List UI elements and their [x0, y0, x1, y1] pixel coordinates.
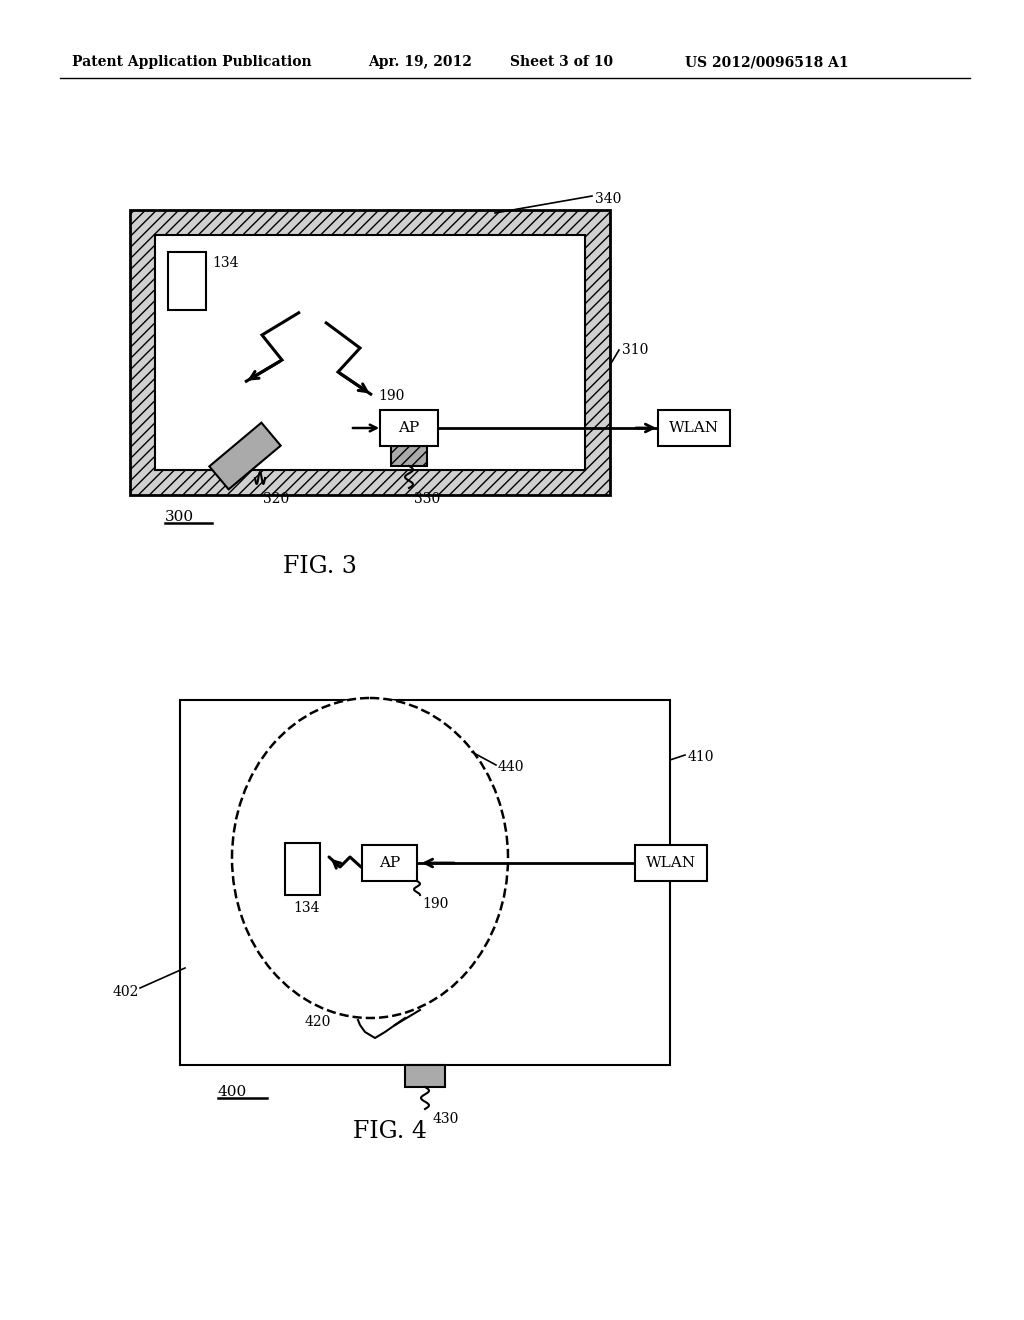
Text: 300: 300	[165, 510, 195, 524]
Text: 400: 400	[218, 1085, 247, 1100]
Text: 440: 440	[498, 760, 524, 774]
Text: AP: AP	[398, 421, 420, 436]
Text: FIG. 4: FIG. 4	[353, 1119, 427, 1143]
Bar	[362, 845, 417, 880]
Text: 402: 402	[113, 985, 139, 999]
Text: WLAN: WLAN	[646, 855, 696, 870]
Text: Apr. 19, 2012: Apr. 19, 2012	[368, 55, 472, 69]
Text: AP: AP	[379, 855, 400, 870]
Text: 330: 330	[414, 492, 440, 506]
Text: 134: 134	[212, 256, 239, 271]
Bar	[155, 235, 585, 470]
Polygon shape	[209, 422, 281, 490]
Text: 430: 430	[433, 1111, 460, 1126]
Text: 320: 320	[263, 492, 289, 506]
Bar	[635, 845, 707, 880]
Text: Sheet 3 of 10: Sheet 3 of 10	[510, 55, 613, 69]
Text: Patent Application Publication: Patent Application Publication	[72, 55, 311, 69]
Text: 420: 420	[305, 1015, 332, 1030]
Text: WLAN: WLAN	[669, 421, 719, 436]
Bar	[658, 411, 730, 446]
Bar	[180, 700, 670, 1065]
Ellipse shape	[232, 698, 508, 1018]
Text: 190: 190	[378, 389, 404, 403]
Text: FIG. 3: FIG. 3	[283, 554, 357, 578]
Bar	[285, 843, 319, 895]
Text: 410: 410	[688, 750, 715, 764]
Bar	[168, 252, 206, 310]
Bar	[391, 446, 427, 466]
Text: US 2012/0096518 A1: US 2012/0096518 A1	[685, 55, 849, 69]
Bar	[130, 210, 610, 495]
Text: 134: 134	[293, 902, 319, 915]
Bar	[406, 1065, 445, 1086]
Text: 340: 340	[595, 191, 622, 206]
Text: 190: 190	[422, 898, 449, 911]
Text: 310: 310	[622, 343, 648, 356]
Bar	[380, 411, 438, 446]
